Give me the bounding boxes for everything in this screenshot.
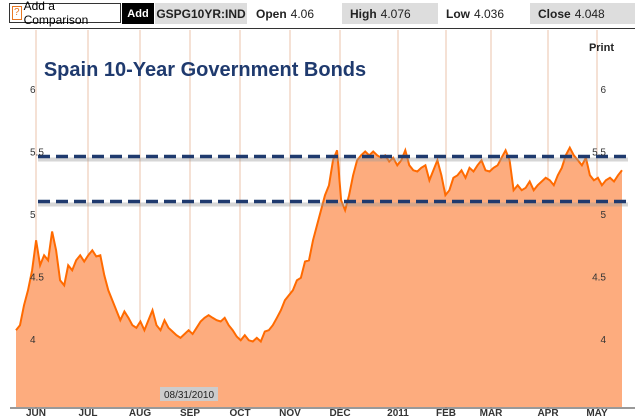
x-tick-label: SEP [180, 408, 200, 418]
high-value: 4.076 [380, 6, 411, 21]
x-tick-label: OCT [229, 408, 250, 418]
ticker-symbol: GSPG10YR:IND [155, 3, 247, 24]
x-tick-label: DEC [329, 408, 350, 418]
high-stat: High 4.076 [342, 3, 438, 24]
x-tick-label: FEB [436, 408, 456, 418]
area-fill [16, 147, 622, 407]
toolbar: ? Add a Comparison Add GSPG10YR:IND Open 4… [0, 0, 635, 27]
comparison-label: Add a Comparison [23, 0, 89, 27]
open-label: Open [256, 6, 287, 21]
y-tick-label-left: 5.5 [30, 148, 44, 159]
low-value: 4.036 [474, 6, 505, 21]
y-tick-label-right: 5 [600, 210, 606, 221]
x-tick-label: NOV [279, 408, 301, 418]
x-tick-label: JUL [79, 408, 98, 418]
close-label: Close [538, 6, 571, 21]
y-tick-label-right: 6 [600, 85, 606, 96]
y-tick-label-left: 6 [30, 85, 36, 96]
low-label: Low [446, 6, 470, 21]
price-line [15, 145, 623, 344]
date-tooltip: 08/31/2010 [164, 390, 214, 401]
open-stat: Open 4.06 [248, 3, 340, 24]
x-tick-label: JUN [26, 408, 46, 418]
close-value: 4.048 [574, 6, 605, 21]
y-tick-label-left: 5 [30, 210, 36, 221]
y-tick-label-right: 5.5 [592, 148, 606, 159]
x-tick-label: AUG [129, 408, 151, 418]
y-tick-label-left: 4 [30, 335, 36, 346]
print-link[interactable]: Print [589, 42, 614, 54]
low-stat: Low 4.036 [438, 3, 530, 24]
date-tooltip-bg [160, 387, 218, 401]
y-tick-label-right: 4 [600, 335, 606, 346]
y-tick-label-right: 4.5 [592, 273, 606, 284]
add-button[interactable]: Add [122, 3, 154, 24]
x-tick-label: APR [537, 408, 559, 418]
close-stat: Close 4.048 [530, 3, 635, 24]
x-tick-label: MAR [480, 408, 504, 418]
add-comparison-input[interactable]: ? Add a Comparison [9, 0, 121, 27]
x-tick-label: 2011 [387, 408, 409, 418]
help-icon[interactable]: ? [12, 6, 22, 20]
y-tick-label-left: 4.5 [30, 273, 44, 284]
high-label: High [350, 6, 377, 21]
chart-title: Spain 10-Year Government Bonds [44, 59, 366, 81]
x-tick-label: MAY [586, 408, 608, 418]
open-value: 4.06 [290, 6, 315, 21]
divider [10, 28, 635, 29]
